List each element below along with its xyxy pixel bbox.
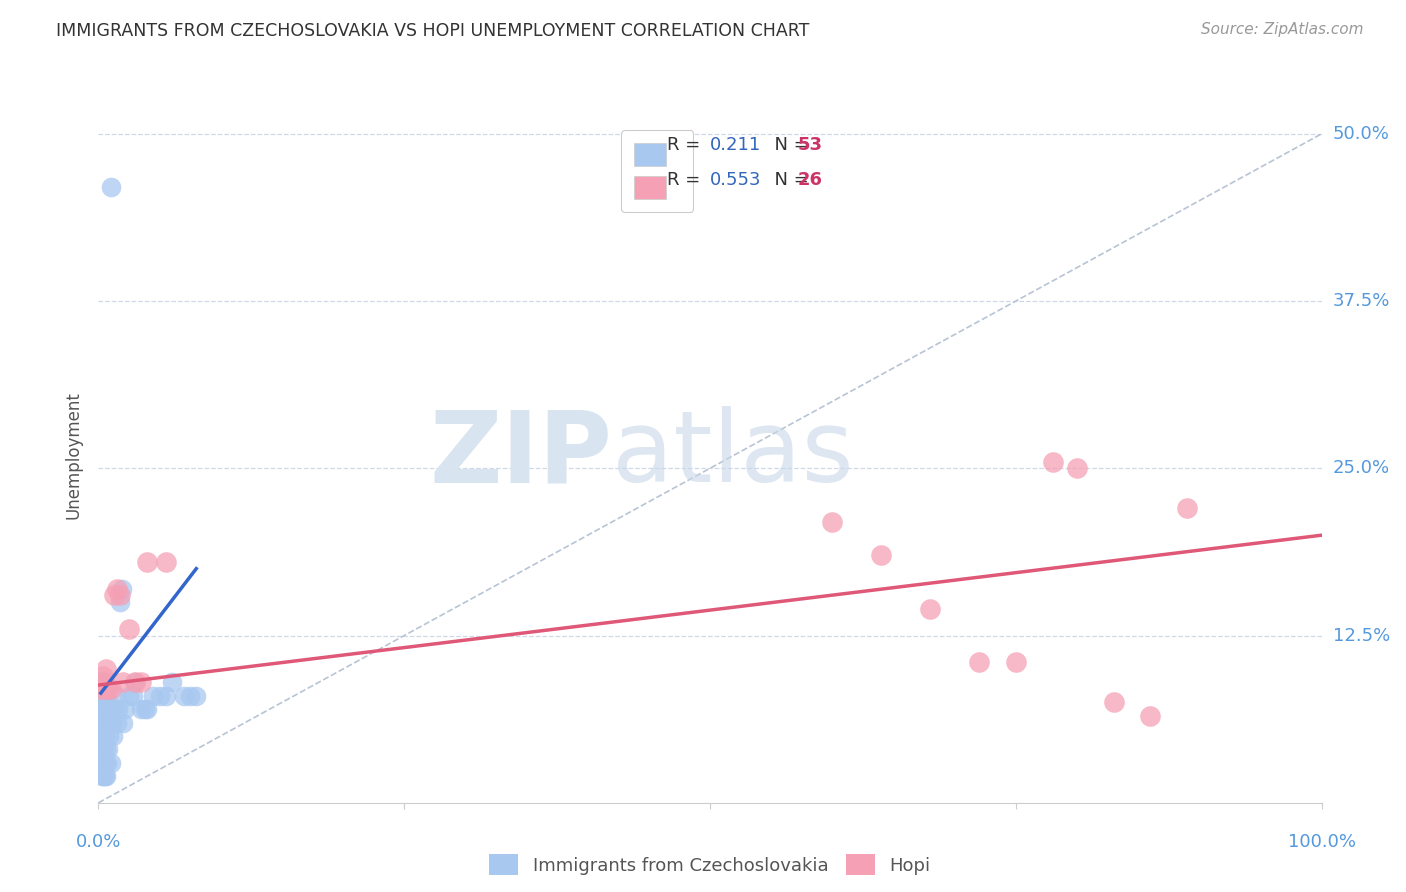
Point: [93, 702, 115, 716]
Point: [96, 715, 118, 730]
Text: R =: R =: [668, 136, 706, 154]
Point: [179, 689, 201, 703]
Y-axis label: Unemployment: Unemployment: [65, 391, 83, 519]
Point: [93, 675, 115, 690]
Point: [142, 689, 165, 703]
Text: IMMIGRANTS FROM CZECHOSLOVAKIA VS HOPI UNEMPLOYMENT CORRELATION CHART: IMMIGRANTS FROM CZECHOSLOVAKIA VS HOPI U…: [56, 22, 810, 40]
Point: [90, 681, 112, 696]
Point: [129, 702, 152, 716]
Text: Source: ZipAtlas.com: Source: ZipAtlas.com: [1201, 22, 1364, 37]
Point: [129, 675, 152, 690]
Point: [124, 675, 146, 690]
Point: [103, 702, 125, 716]
Point: [97, 681, 120, 696]
Point: [96, 756, 118, 770]
Text: 0.0%: 0.0%: [76, 833, 121, 851]
Text: 37.5%: 37.5%: [1333, 292, 1391, 310]
Point: [186, 689, 208, 703]
Text: 53: 53: [799, 136, 823, 154]
Point: [91, 669, 114, 683]
Point: [91, 729, 114, 743]
Point: [91, 742, 114, 756]
Point: [97, 702, 120, 716]
Point: [155, 555, 177, 569]
Point: [97, 742, 120, 756]
Point: [1139, 708, 1161, 723]
Point: [111, 582, 134, 596]
Point: [96, 689, 118, 703]
Point: [1066, 461, 1088, 475]
Legend: Immigrants from Czechoslovakia, Hopi: Immigrants from Czechoslovakia, Hopi: [481, 846, 939, 884]
Text: N =: N =: [763, 136, 814, 154]
Point: [100, 681, 122, 696]
Point: [1004, 655, 1026, 669]
Text: R =: R =: [668, 171, 706, 189]
Point: [93, 729, 115, 743]
Point: [100, 180, 122, 194]
Point: [110, 595, 132, 609]
Point: [91, 702, 114, 716]
Point: [90, 729, 112, 743]
Text: 12.5%: 12.5%: [1333, 626, 1391, 645]
Point: [107, 702, 129, 716]
Point: [91, 702, 114, 716]
Point: [111, 675, 134, 690]
Point: [110, 589, 132, 603]
Point: [105, 715, 128, 730]
Point: [100, 756, 122, 770]
Point: [118, 689, 141, 703]
Point: [1042, 455, 1064, 469]
Text: 0.553: 0.553: [710, 171, 761, 189]
Point: [94, 769, 117, 783]
Point: [160, 675, 183, 690]
Point: [870, 548, 893, 563]
Point: [101, 729, 124, 743]
Point: [91, 715, 114, 730]
Point: [98, 729, 121, 743]
Point: [93, 769, 115, 783]
Point: [136, 702, 159, 716]
Text: 25.0%: 25.0%: [1333, 459, 1391, 477]
Text: 100.0%: 100.0%: [1288, 833, 1355, 851]
Point: [91, 675, 114, 690]
Point: [103, 589, 125, 603]
Point: [104, 689, 127, 703]
Point: [111, 715, 134, 730]
Point: [149, 689, 172, 703]
Point: [173, 689, 195, 703]
Point: [920, 602, 942, 616]
Point: [100, 702, 122, 716]
Point: [94, 742, 117, 756]
Text: N =: N =: [763, 171, 814, 189]
Point: [93, 756, 115, 770]
Point: [90, 756, 112, 770]
Point: [91, 742, 114, 756]
Point: [91, 769, 114, 783]
Point: [134, 702, 156, 716]
Point: [105, 582, 128, 596]
Point: [114, 702, 136, 716]
Point: [1175, 501, 1198, 516]
Text: 0.211: 0.211: [710, 136, 761, 154]
Point: [821, 515, 844, 529]
Point: [91, 689, 114, 703]
Point: [93, 681, 115, 696]
Point: [136, 555, 159, 569]
Point: [121, 689, 143, 703]
Point: [91, 675, 114, 690]
Point: [91, 769, 114, 783]
Point: [94, 715, 117, 730]
Point: [94, 689, 117, 703]
Text: ZIP: ZIP: [429, 407, 612, 503]
Point: [94, 662, 117, 676]
Point: [124, 675, 146, 690]
Point: [967, 655, 990, 669]
Point: [1102, 696, 1125, 710]
Point: [118, 622, 141, 636]
Point: [155, 689, 177, 703]
Text: 26: 26: [799, 171, 823, 189]
Text: 50.0%: 50.0%: [1333, 125, 1389, 143]
Point: [101, 715, 124, 730]
Text: atlas: atlas: [612, 407, 853, 503]
